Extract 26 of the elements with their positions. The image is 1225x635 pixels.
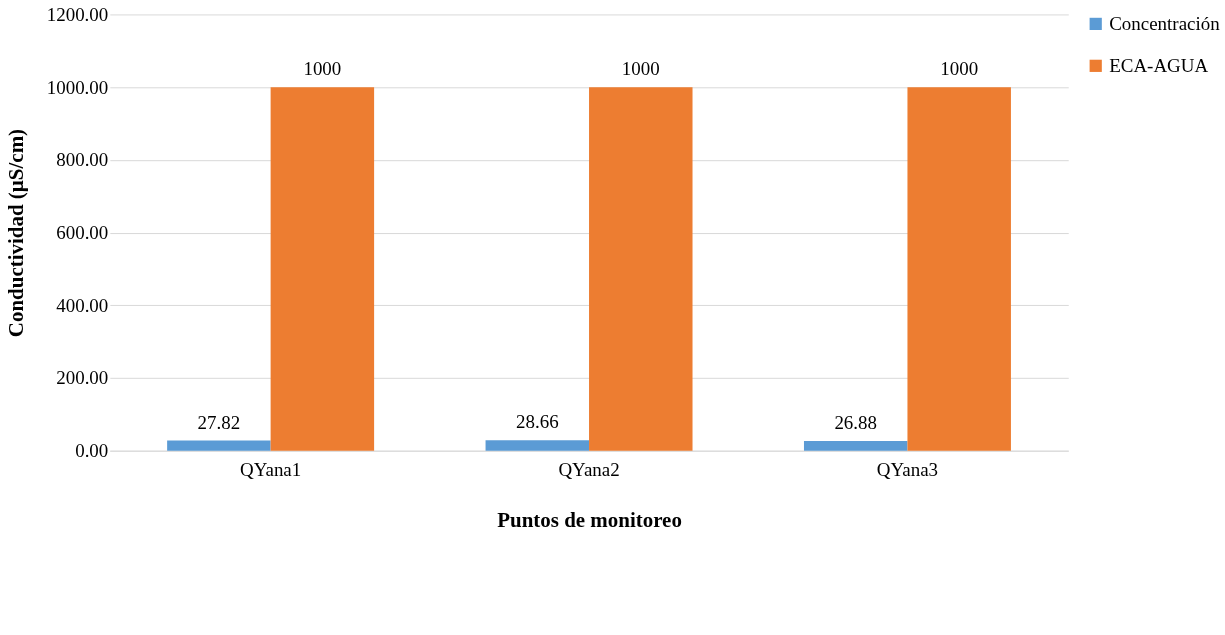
bar bbox=[907, 87, 1011, 451]
y-tick-label: 0.00 bbox=[75, 440, 109, 462]
bar bbox=[167, 440, 271, 451]
x-tick-label: QYana1 bbox=[239, 459, 302, 481]
y-tick-label: 400.00 bbox=[56, 294, 109, 316]
data-label: 28.66 bbox=[515, 411, 559, 433]
y-tick-label: 1200.00 bbox=[46, 3, 109, 25]
y-axis-title: Conductividad (µS/cm) bbox=[3, 128, 28, 338]
bar bbox=[270, 87, 375, 451]
data-label: 1000 bbox=[940, 58, 979, 80]
legend-label: ECA-AGUA bbox=[1109, 54, 1209, 76]
data-label: 26.88 bbox=[834, 411, 878, 433]
data-label: 27.82 bbox=[197, 411, 241, 433]
y-tick-label: 1000.00 bbox=[46, 76, 109, 98]
y-tick-label: 200.00 bbox=[56, 367, 109, 389]
bar bbox=[485, 440, 590, 451]
data-label: 1000 bbox=[621, 58, 660, 80]
x-axis-title: Puntos de monitoreo bbox=[497, 508, 682, 533]
legend-label: Concentración bbox=[1109, 12, 1221, 34]
x-tick-label: QYana2 bbox=[558, 459, 620, 481]
y-tick-label: 600.00 bbox=[56, 222, 109, 244]
data-label: 1000 bbox=[303, 58, 342, 80]
bar bbox=[589, 87, 693, 451]
bar bbox=[803, 440, 908, 451]
y-tick-label: 800.00 bbox=[56, 149, 109, 171]
x-tick-label: QYana3 bbox=[876, 459, 939, 481]
